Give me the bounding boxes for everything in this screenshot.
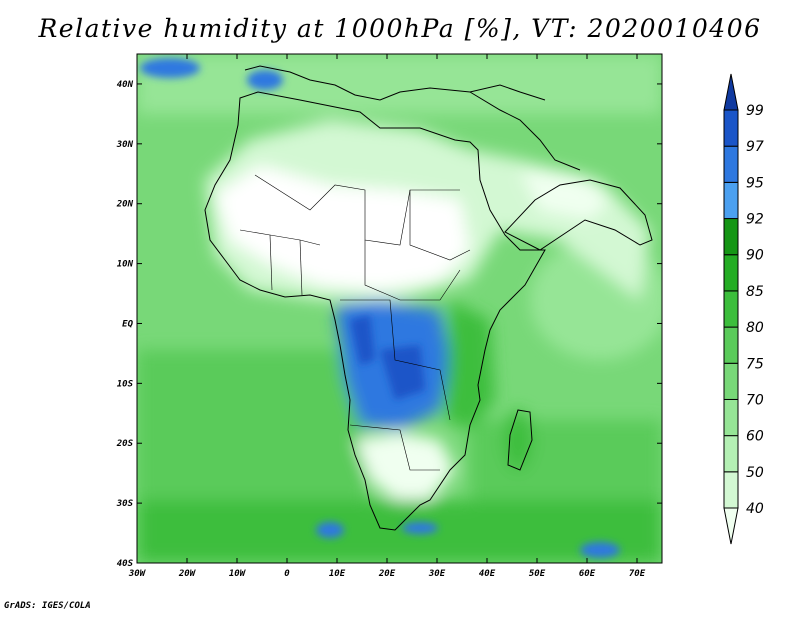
colorbar: 40 50 60 70 75 80 85 90 92 95 97 99: [723, 73, 764, 545]
colorbar-lower-triangle: [723, 507, 739, 545]
lat-tick-label: 40S: [117, 559, 134, 569]
colorbar-level-label: 90: [746, 248, 764, 264]
colorbar-box: [723, 471, 739, 509]
axis-ticks: 30W 20W 10W 0 10E 20E 30E 40E 50E 60E 70E 40N 30N 20N…: [116, 54, 662, 579]
country-borders: [239, 174, 471, 471]
colorbar-level-label: 80: [746, 320, 764, 336]
coastline: [204, 65, 653, 531]
lon-tick-label: 20E: [378, 569, 396, 579]
colorbar-level-label: 60: [746, 429, 764, 445]
colorbar-level-label: 97: [746, 139, 764, 155]
colorbar-box: [723, 435, 739, 473]
colorbar-box: [723, 254, 739, 292]
lat-tick-label: 10S: [117, 379, 134, 389]
colorbar-level-label: 99: [746, 103, 764, 119]
colorbar-box: [723, 362, 739, 400]
colorbar-level-label: 50: [746, 465, 764, 481]
credit-text: GrADS: IGES/COLA: [4, 601, 91, 611]
lon-tick-label: 30W: [128, 569, 147, 579]
lon-tick-label: 0: [284, 569, 290, 579]
lat-tick-label: 30N: [116, 140, 134, 150]
lon-tick-label: 70E: [629, 569, 646, 579]
lat-tick-label: 10N: [117, 260, 134, 270]
colorbar-level-label: 70: [746, 392, 764, 408]
lon-tick-label: 40E: [479, 569, 496, 579]
lon-tick-label: 20W: [178, 569, 197, 579]
lat-tick-label: 20N: [116, 200, 134, 210]
humidity-field: [137, 54, 662, 563]
colorbar-level-label: 75: [746, 356, 764, 372]
colorbar-level-label: 92: [746, 212, 764, 228]
colorbar-box: [723, 290, 739, 328]
colorbar-box: [723, 398, 739, 437]
colorbar-level-label: 95: [746, 175, 764, 191]
map-title: Relative humidity at 1000hPa [%], VT: 20…: [38, 14, 762, 43]
lon-tick-label: 10E: [329, 569, 346, 579]
colorbar-upper-triangle: [723, 73, 739, 111]
colorbar-level-label: 85: [746, 284, 764, 300]
colorbar-box: [723, 218, 739, 256]
lat-tick-label: 30S: [116, 499, 134, 509]
lat-tick-label: 40N: [117, 80, 134, 90]
lon-tick-label: 10W: [229, 569, 247, 579]
lon-tick-label: 30E: [428, 569, 446, 579]
colorbar-box: [723, 109, 739, 147]
map-frame: [136, 53, 663, 564]
colorbar-box: [723, 326, 739, 364]
lon-tick-label: 50E: [529, 569, 546, 579]
colorbar-level-label: 40: [746, 501, 764, 517]
lat-tick-label: EQ: [122, 319, 133, 329]
lon-tick-label: 60E: [579, 569, 596, 579]
colorbar-box: [723, 145, 739, 183]
colorbar-box: [723, 181, 739, 220]
lat-tick-label: 20S: [116, 439, 134, 449]
